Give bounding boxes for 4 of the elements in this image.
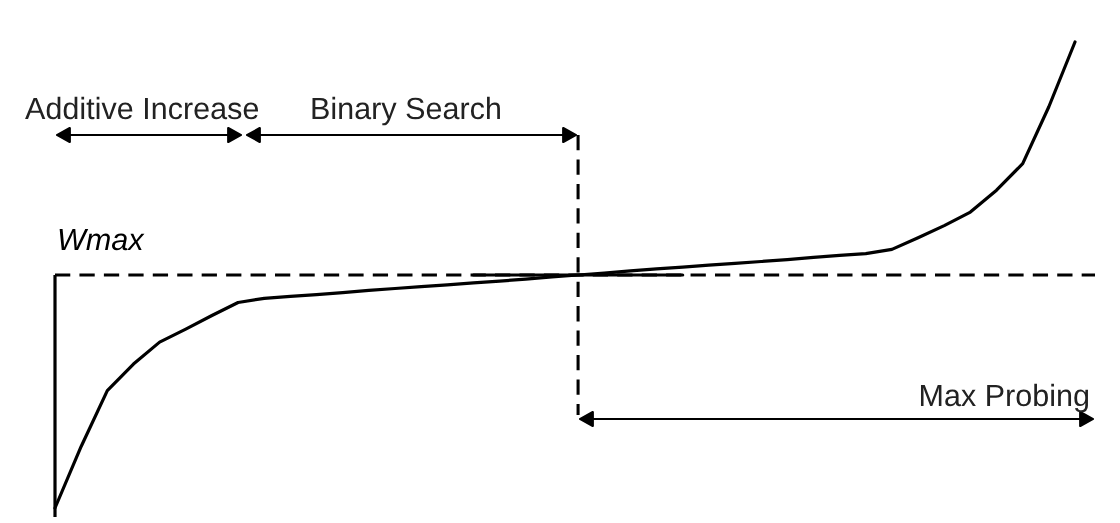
annotation: Additive Increase	[25, 96, 259, 120]
annotation: Max Probing	[920, 383, 1089, 413]
annotation: Binary Search	[312, 96, 500, 126]
ref-line-label: Wmax	[59, 228, 145, 251]
